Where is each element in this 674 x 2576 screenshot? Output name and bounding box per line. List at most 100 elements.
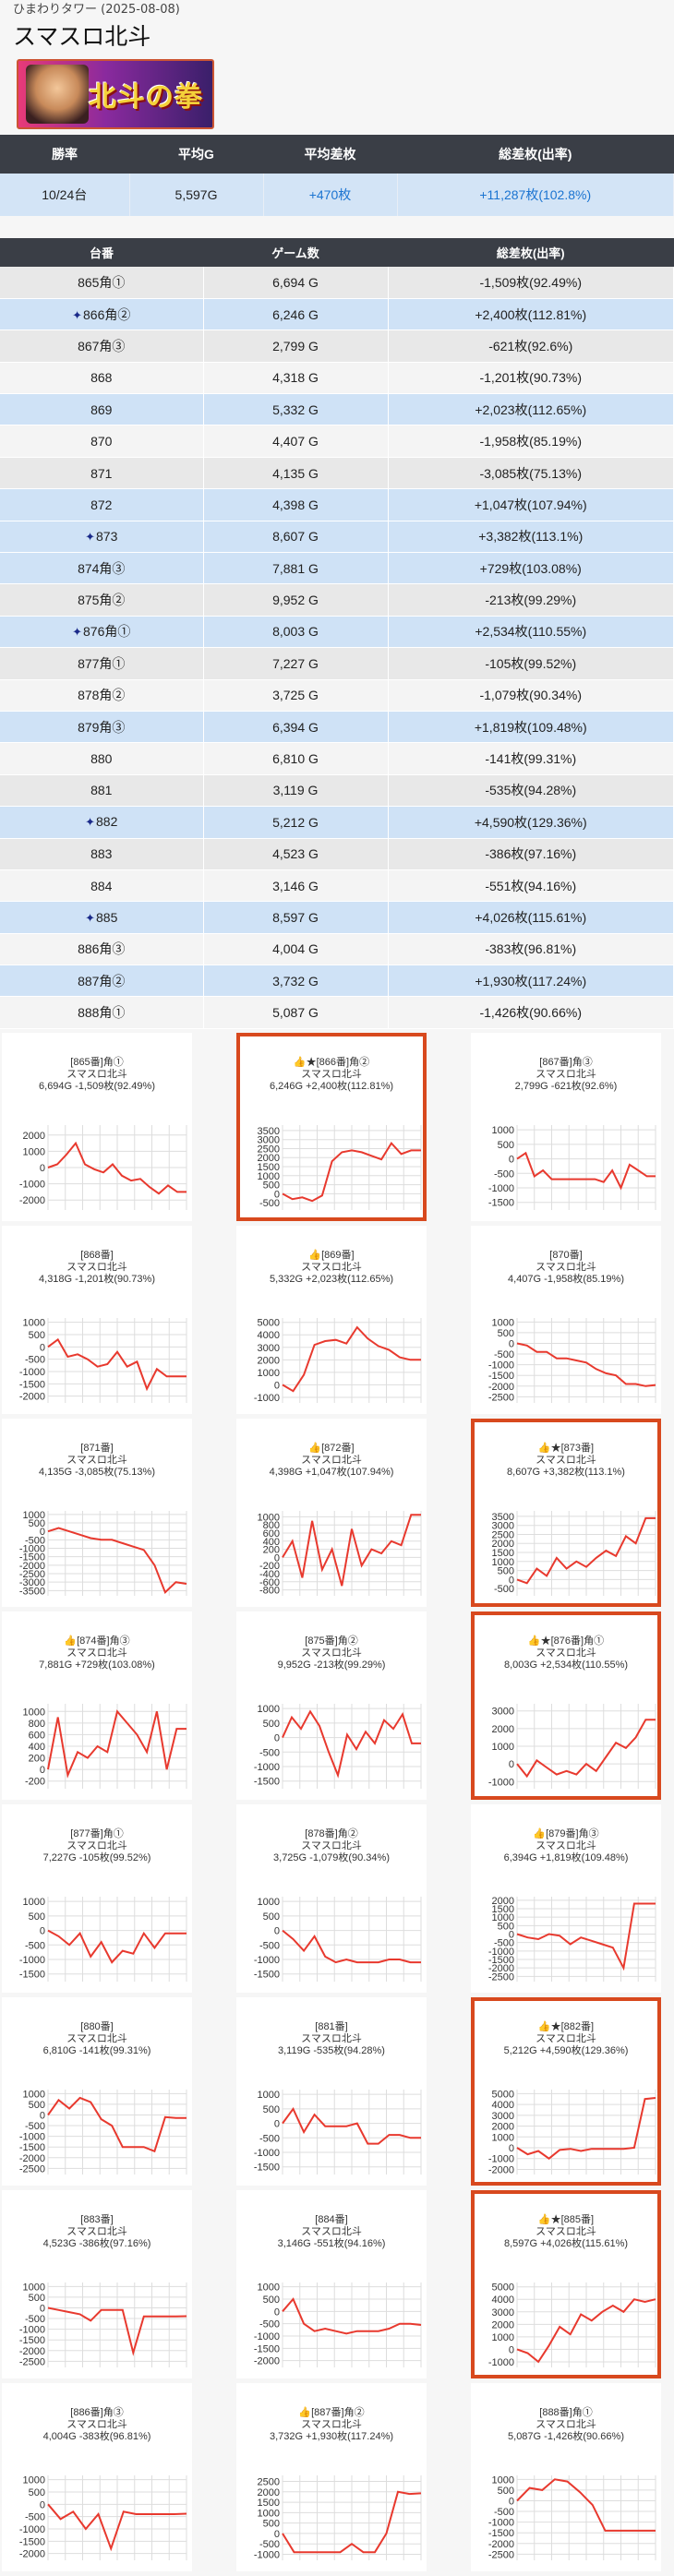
games-cell: 4,407 G: [203, 425, 389, 458]
y-tick-label: 500: [498, 1328, 514, 1339]
summary-header: 平均G: [129, 135, 263, 174]
balance-series-line: [516, 2478, 656, 2532]
machine-graph-card[interactable]: [868番] スマスロ北斗 4,318G -1,201枚(90.73%) 1000 50…: [2, 1226, 192, 1414]
table-row: 886角③ 4,004 G -383枚(96.81%): [0, 933, 674, 966]
diff-cell: -105枚(99.52%): [388, 647, 674, 680]
games-cell: 7,881 G: [203, 552, 389, 585]
table-row: 869 5,332 G +2,023枚(112.65%): [0, 393, 674, 426]
machine-graph-card[interactable]: 👍★[873番] スマスロ北斗 8,607G +3,382枚(113.1%) 3500…: [471, 1419, 661, 1607]
machine-no: 879角③: [78, 719, 126, 735]
games-cell: 3,732 G: [203, 965, 389, 998]
machine-graph-card[interactable]: 👍[874番]角③ スマスロ北斗 7,881G +729枚(103.08%) 1000…: [2, 1611, 192, 1800]
card-stats: 4,398G +1,047枚(107.94%): [269, 1467, 394, 1478]
balance-line-chart: 1000 500 0 -500 -1000 -1500: [254, 2090, 422, 2175]
y-tick-label: -500: [259, 1940, 280, 1951]
y-tick-label: -800: [259, 1586, 280, 1597]
y-tick-label: -500: [25, 1355, 45, 1366]
machine-graph-card[interactable]: [880番] スマスロ北斗 6,810G -141枚(99.31%) 1000 500 0…: [2, 1997, 192, 2186]
machine-graph-card[interactable]: 👍[887番]角② スマスロ北斗 3,732G +1,930枚(117.24%) 25…: [236, 2383, 427, 2571]
card-title: 👍★[876番]角①: [527, 1635, 605, 1647]
machine-no: 868: [90, 370, 113, 386]
sparkle-icon: ✦: [72, 307, 83, 322]
machine-no-cell: 865角①: [0, 267, 204, 299]
balance-series-line: [516, 1342, 656, 1387]
machine-graph-card[interactable]: [870番] スマスロ北斗 4,407G -1,958枚(85.19%) 1000 50…: [471, 1226, 661, 1414]
machine-no: 884: [90, 878, 113, 893]
machine-no: 871: [90, 465, 113, 481]
balance-series-line: [47, 1929, 187, 1964]
card-machine-name: スマスロ北斗: [66, 1647, 127, 1659]
machine-graph-card[interactable]: [877番]角① スマスロ北斗 7,227G -105枚(99.52%) 1000 50…: [2, 1804, 192, 1993]
y-tick-label: -1000: [254, 1955, 280, 1966]
card-title: [871番]: [80, 1443, 114, 1454]
balance-series-line: [47, 2306, 187, 2356]
card-stats: 5,087G -1,426枚(90.66%): [508, 2431, 624, 2442]
table-row: 871 4,135 G -3,085枚(75.13%): [0, 457, 674, 490]
machine-no: 866角②: [83, 306, 131, 322]
y-tick-label: 0: [509, 1338, 514, 1349]
card-stats: 9,952G -213枚(99.29%): [277, 1659, 386, 1671]
machine-graph-card[interactable]: [884番] スマスロ北斗 3,146G -551枚(94.16%) 1000 500 0…: [236, 2190, 427, 2378]
y-tick-label: 1000: [492, 1742, 514, 1753]
y-tick-label: 500: [498, 1140, 514, 1151]
y-tick-label: 0: [40, 2110, 45, 2121]
y-tick-label: 3500: [492, 1512, 514, 1523]
y-tick-label: -1500: [254, 1970, 280, 1981]
y-tick-label: -1000: [254, 1393, 280, 1404]
diff-cell: -551枚(94.16%): [388, 869, 674, 903]
y-tick-label: -1500: [19, 1970, 45, 1981]
y-tick-label: -1000: [19, 2325, 45, 2336]
banner-logo: 北斗の拳: [89, 81, 203, 114]
machine-graph-card[interactable]: 👍★[876番]角① スマスロ北斗 8,003G +2,534枚(110.55%) 3…: [471, 1611, 661, 1800]
balance-series-line: [282, 1325, 421, 1393]
y-tick-label: 0: [509, 1155, 514, 1166]
machine-graph-card[interactable]: [881番] スマスロ北斗 3,119G -535枚(94.28%) 1000 500 0…: [236, 1997, 427, 2186]
machine-graph-card[interactable]: 👍[872番] スマスロ北斗 4,398G +1,047枚(107.94%) 1000…: [236, 1419, 427, 1607]
y-tick-label: -1500: [488, 1198, 514, 1209]
machine-graph-card[interactable]: 👍[869番] スマスロ北斗 5,332G +2,023枚(112.65%) 5000…: [236, 1226, 427, 1414]
card-title: [870番]: [549, 1250, 583, 1261]
y-tick-label: 500: [498, 1921, 514, 1932]
diff-cell: -383枚(96.81%): [388, 933, 674, 966]
machine-no: 875角②: [78, 593, 126, 608]
machine-graph-card[interactable]: [867番]角③ スマスロ北斗 2,799G -621枚(92.6%) 1000 500…: [471, 1033, 661, 1221]
machine-graph-card[interactable]: [886番]角③ スマスロ北斗 4,004G -383枚(96.81%) 1000 50…: [2, 2383, 192, 2571]
y-tick-label: -500: [259, 1747, 280, 1758]
machine-graph-card[interactable]: [871番] スマスロ北斗 4,135G -3,085枚(75.13%) 1000 50…: [2, 1419, 192, 1607]
machine-graph-card[interactable]: 👍★[885番] スマスロ北斗 8,597G +4,026枚(115.61%) 500…: [471, 2190, 661, 2378]
balance-series-line: [282, 2106, 421, 2145]
machine-graph-card[interactable]: [878番]角② スマスロ北斗 3,725G -1,079枚(90.34%) 1000…: [236, 1804, 427, 1993]
y-tick-label: 2000: [492, 2319, 514, 2330]
diff-cell: +1,819枚(109.48%): [388, 711, 674, 744]
machine-graph-card[interactable]: [875番]角② スマスロ北斗 9,952G -213枚(99.29%) 1000 50…: [236, 1611, 427, 1800]
machine-no-cell: 881: [0, 774, 204, 808]
y-tick-label: 200: [263, 1545, 280, 1556]
total-diff-value: +11,287枚(102.8%): [397, 174, 674, 216]
y-tick-label: 1000: [258, 1704, 280, 1715]
machine-graph-card[interactable]: 👍[879番]角③ スマスロ北斗 6,394G +1,819枚(109.48%) 20…: [471, 1804, 661, 1993]
y-tick-label: 500: [263, 2104, 280, 2115]
balance-series-line: [47, 1709, 187, 1779]
machine-graph-card[interactable]: [888番]角① スマスロ北斗 5,087G -1,426枚(90.66%) 1000…: [471, 2383, 661, 2571]
y-tick-label: -1500: [19, 2335, 45, 2346]
machine-no-cell: 874角③: [0, 552, 204, 585]
machine-no: 883: [90, 846, 113, 862]
y-tick-label: 0: [40, 1765, 45, 1776]
y-tick-label: -1000: [488, 2154, 514, 2165]
machine-graph-card[interactable]: 👍★[882番] スマスロ北斗 5,212G +4,590枚(129.36%) 500…: [471, 1997, 661, 2186]
y-tick-label: 2000: [492, 1539, 514, 1550]
card-machine-name: スマスロ北斗: [301, 1069, 362, 1080]
machine-graph-card[interactable]: 👍★[866番]角② スマスロ北斗 6,246G +2,400枚(112.81%) 3…: [236, 1033, 427, 1221]
machine-no-cell: 868: [0, 362, 204, 395]
machine-graph-card[interactable]: [865番]角① スマスロ北斗 6,694G -1,509枚(92.49%) 2000…: [2, 1033, 192, 1221]
y-tick-label: 0: [274, 1552, 280, 1564]
y-tick-label: 4000: [492, 2100, 514, 2111]
balance-line-chart: 10005000-500-1000-1500-2000-2500-3000-35…: [19, 1510, 187, 1597]
balance-series-line: [282, 1929, 421, 1964]
machine-no: 872: [90, 497, 113, 512]
machine-graph-card[interactable]: [883番] スマスロ北斗 4,523G -386枚(97.16%) 1000 500 0…: [2, 2190, 192, 2378]
y-tick-label: -2000: [19, 2346, 45, 2357]
machine-no-cell: 875角②: [0, 583, 204, 617]
